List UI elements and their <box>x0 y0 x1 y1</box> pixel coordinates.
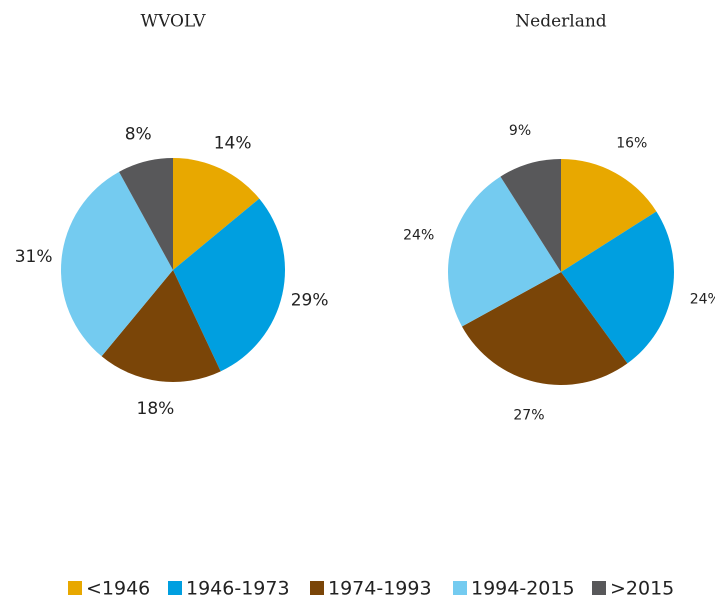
pie-slice <box>561 159 657 272</box>
data-label: 9% <box>509 123 531 139</box>
pie-slice <box>561 211 674 364</box>
legend-swatch <box>310 581 324 595</box>
data-label: 18% <box>137 399 175 419</box>
pie-slice <box>119 158 173 270</box>
chart-title: WVOLV <box>141 12 207 32</box>
data-label: 8% <box>125 124 152 144</box>
legend-swatch <box>453 581 467 595</box>
legend-swatch <box>168 581 182 595</box>
data-label: 16% <box>616 135 647 151</box>
chart-title: Nederland <box>515 12 607 32</box>
pie-slice <box>500 159 561 272</box>
pie-slice <box>173 198 285 372</box>
data-label: 24% <box>690 292 715 308</box>
data-label: 29% <box>291 291 329 311</box>
pie-slice <box>173 158 260 270</box>
pie-slice <box>461 272 628 385</box>
legend-label: 1994-2015 <box>471 578 575 597</box>
data-label: 27% <box>513 407 544 423</box>
legend-label: 1974-1993 <box>328 578 432 597</box>
data-label: 31% <box>15 247 53 267</box>
legend-swatch <box>592 581 606 595</box>
pie-slice <box>448 176 561 327</box>
legend-label: 1946-1973 <box>186 578 290 597</box>
data-label: 24% <box>403 227 434 243</box>
legend-swatch <box>68 581 82 595</box>
legend-label: <1946 <box>86 578 150 597</box>
pie-slice <box>60 171 173 357</box>
data-label: 14% <box>214 133 252 153</box>
legend-label: >2015 <box>610 578 674 597</box>
pie-slice <box>101 270 221 382</box>
